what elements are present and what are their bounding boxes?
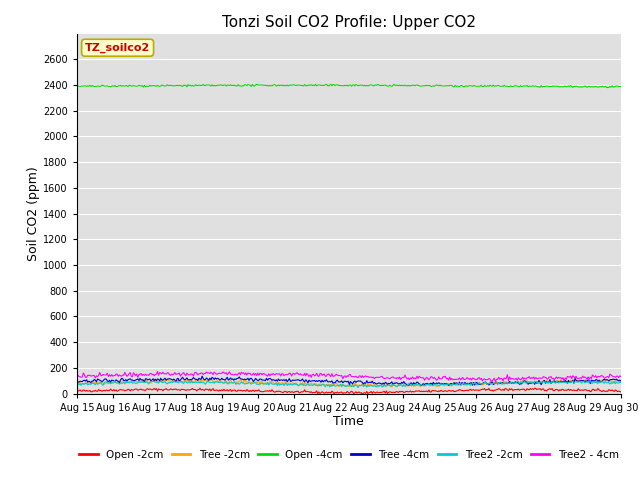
Legend: Open -2cm, Tree -2cm, Open -4cm, Tree -4cm, Tree2 -2cm, Tree2 - 4cm: Open -2cm, Tree -2cm, Open -4cm, Tree -4…: [75, 445, 623, 464]
Y-axis label: Soil CO2 (ppm): Soil CO2 (ppm): [28, 166, 40, 261]
Title: Tonzi Soil CO2 Profile: Upper CO2: Tonzi Soil CO2 Profile: Upper CO2: [222, 15, 476, 30]
X-axis label: Time: Time: [333, 415, 364, 429]
Text: TZ_soilco2: TZ_soilco2: [85, 43, 150, 53]
